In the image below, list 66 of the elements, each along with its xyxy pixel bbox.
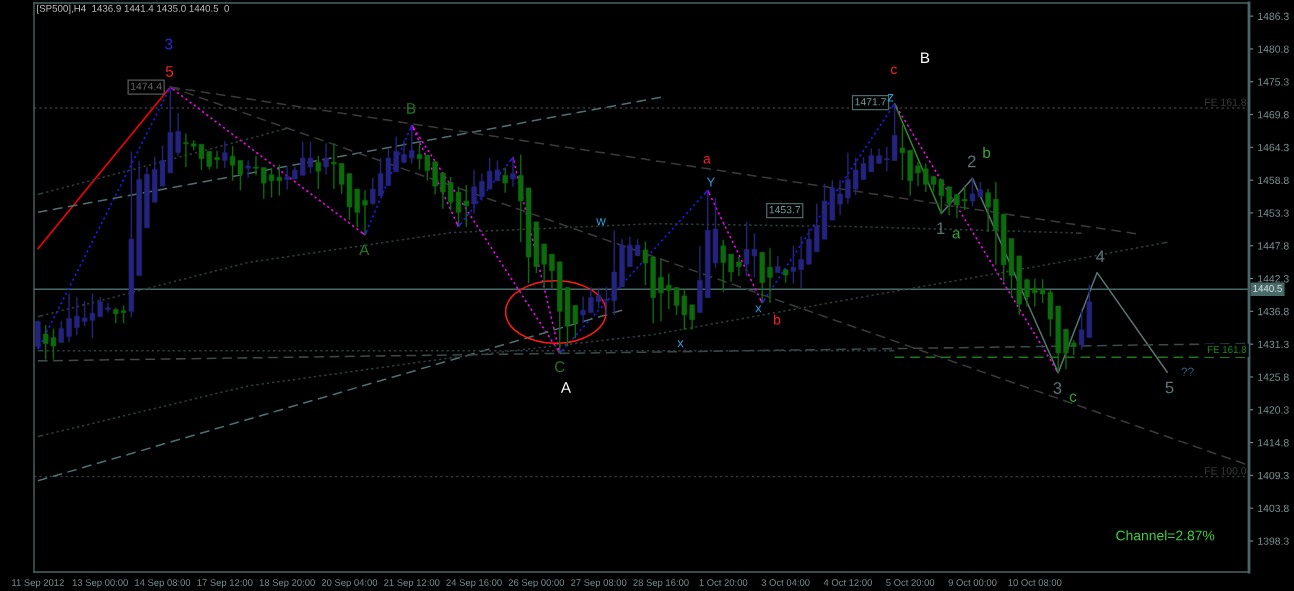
annotation: A [359, 244, 370, 256]
y-tick-label: 1431.3 [1258, 340, 1289, 349]
y-tick-label: 1458.8 [1258, 176, 1289, 185]
annotation: w [596, 218, 606, 226]
y-tick-label: 1403.8 [1258, 504, 1289, 513]
annotation: x [677, 340, 684, 348]
y-tick-label: 1409.3 [1258, 471, 1289, 480]
ref-line-label: 1440.5 [1253, 285, 1282, 292]
x-tick-label: 28 Sep 16:00 [633, 579, 689, 588]
annotation: 5 [165, 66, 174, 77]
x-tick-label: 11 Sep 2012 [12, 579, 64, 588]
x-tick-label: 18 Sep 20:00 [259, 579, 315, 588]
y-tick-label: 1425.8 [1258, 373, 1289, 381]
x-tick-label: 26 Sep 00:00 [508, 579, 565, 588]
annotation: 1471.7 [855, 98, 886, 106]
annotation: 1453.7 [769, 205, 801, 214]
x-tick-label: 9 Oct 00:00 [948, 579, 997, 586]
annotation: 3 [1053, 382, 1062, 394]
annotation: b [983, 146, 991, 158]
annotation: B [921, 52, 930, 63]
annotation: b [774, 314, 781, 325]
y-tick-label: 1469.8 [1258, 111, 1289, 119]
annotation: c [890, 66, 897, 75]
y-tick-label: 1480.8 [1258, 45, 1289, 53]
x-tick-label: 14 Sep 08:00 [135, 579, 191, 588]
y-tick-label: 1475.3 [1258, 78, 1289, 86]
annotation: 2 [967, 155, 976, 168]
x-tick-label: 3 Oct 04:00 [761, 579, 810, 586]
x-tick-label: 20 Sep 04:00 [321, 579, 378, 588]
y-tick-label: 1486.3 [1258, 12, 1289, 20]
annotation: x [755, 305, 762, 313]
x-tick-label: 4 Oct 12:00 [823, 579, 872, 586]
annotation: FE 161.8 [1207, 346, 1247, 353]
x-tick-label: 27 Sep 08:00 [571, 579, 627, 588]
x-tick-label: 1 Oct 20:00 [699, 579, 748, 586]
annotation: 4 [1096, 250, 1105, 262]
y-tick-label: 1447.8 [1258, 242, 1289, 250]
y-tick-label: 1453.3 [1258, 209, 1289, 217]
y-tick-label: 1398.3 [1258, 537, 1289, 545]
x-tick-label: 10 Oct 08:00 [1008, 579, 1062, 586]
x-tick-label: 17 Sep 12:00 [197, 579, 253, 588]
annotation: Y [706, 177, 715, 187]
y-tick-label: 1420.3 [1258, 406, 1289, 414]
x-tick-label: 21 Sep 12:00 [384, 579, 440, 588]
annotation: Channel=2.87% [1116, 530, 1215, 541]
x-tick-label: 13 Sep 00:00 [72, 579, 128, 588]
annotation: z [887, 94, 894, 102]
annotation: C [554, 361, 565, 373]
x-tick-label: 5 Oct 20:00 [886, 579, 935, 586]
annotation: ?? [1181, 367, 1194, 376]
annotation: B [407, 103, 416, 114]
x-tick-label: 24 Sep 16:00 [446, 579, 502, 588]
y-tick-label: 1464.3 [1258, 143, 1289, 152]
chart-title: [SP500],H4 1436.9 1441.4 1435.0 1440.5 0 [37, 4, 230, 14]
y-tick-label: 1442.3 [1258, 275, 1289, 283]
annotation: A [560, 382, 571, 393]
y-tick-label: 1436.8 [1258, 307, 1289, 316]
ref-line-label: FE 161.8 [1205, 98, 1247, 106]
annotation: a [703, 155, 711, 164]
annotation: 1474.4 [131, 82, 162, 90]
y-tick-label: 1414.8 [1258, 439, 1289, 447]
annotation: c [1069, 393, 1077, 402]
annotation: 1 [937, 222, 945, 234]
annotation: 3 [165, 38, 173, 50]
annotation: 5 [1165, 381, 1174, 394]
annotation: a [952, 230, 961, 239]
